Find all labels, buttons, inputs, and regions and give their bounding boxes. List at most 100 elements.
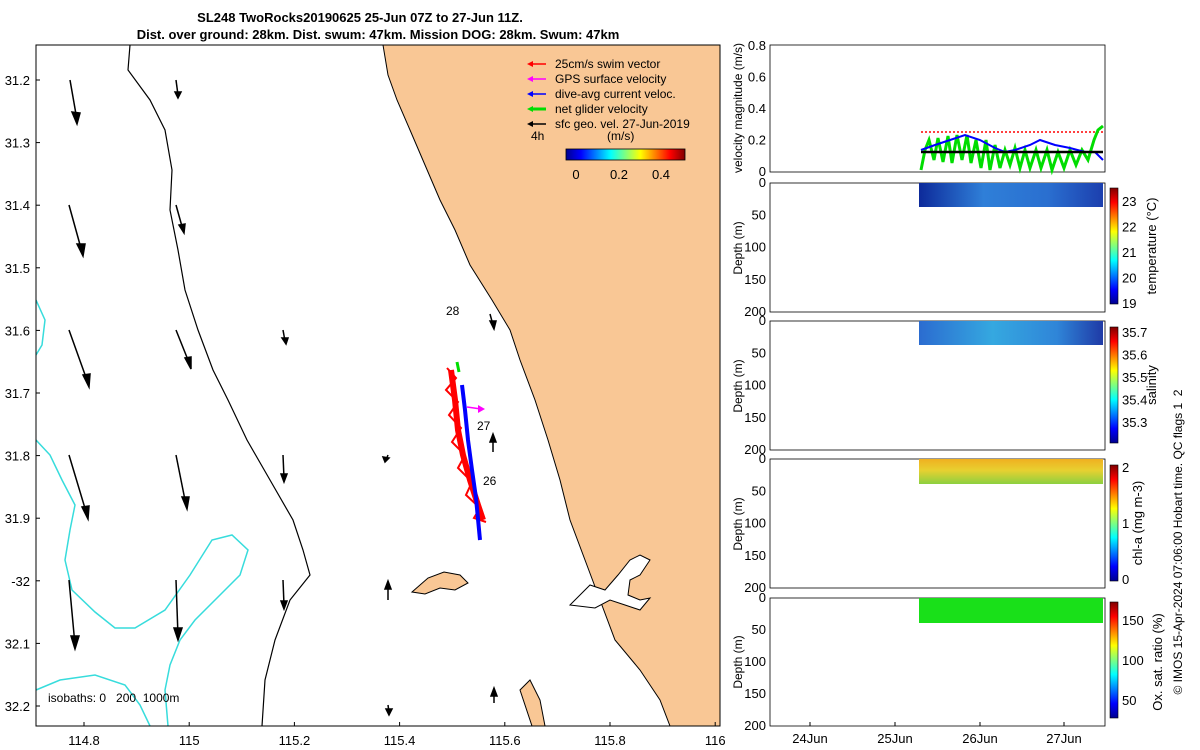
land-mass	[382, 45, 720, 726]
depth-tick: 0	[759, 175, 766, 190]
depth-tick: 50	[752, 345, 766, 360]
depth-tick: 100	[744, 516, 766, 531]
temperature-cblabel: temperature (°C)	[1144, 198, 1159, 295]
temperature-cbtick: 22	[1122, 220, 1136, 235]
temperature-ylabel: Depth (m)	[731, 221, 745, 274]
speed-colorbar-tick-0.4: 0.4	[652, 167, 670, 182]
depth-tick: 150	[744, 272, 766, 287]
salinity-cblabel: salinity	[1144, 365, 1159, 405]
current-speed-line	[920, 133, 1104, 161]
velocity-panel	[769, 44, 1106, 176]
depth-tick: 200	[744, 304, 766, 319]
lat-tick-label: 31.6	[5, 323, 30, 338]
oxygen-cbtick: 150	[1122, 613, 1144, 628]
glider-track	[444, 361, 487, 541]
depth-tick: 200	[744, 580, 766, 595]
title-line-2: Dist. over ground: 28km. Dist. swum: 47k…	[137, 27, 620, 42]
depth-tick: 150	[744, 410, 766, 425]
depth-tick: 150	[744, 686, 766, 701]
depth-tick: 200	[744, 442, 766, 457]
chla-section	[919, 459, 1103, 484]
map-axes: 31.2 31.3 31.4 31.5 31.6 31.7 31.8 31.9 -32 32.1 3…	[5, 73, 726, 748]
temperature-colorbar	[1109, 187, 1119, 305]
velocity-ylabel: velocity magnitude (m/s)	[731, 43, 745, 173]
depth-tick: 0	[759, 590, 766, 605]
isobath-1000-c	[36, 674, 151, 726]
time-tick-label: 27Jun	[1046, 731, 1081, 746]
lat-tick-label: 32.1	[5, 636, 30, 651]
temperature-cbtick: 20	[1122, 271, 1136, 286]
legend-swatch-head	[527, 61, 533, 67]
salinity-cbtick: 35.6	[1122, 348, 1147, 363]
time-tick-label: 24Jun	[792, 731, 827, 746]
temperature-cbtick: 23	[1122, 194, 1136, 209]
depth-tick: 50	[752, 622, 766, 637]
time-tick-label: 26Jun	[962, 731, 997, 746]
velocity-ytick: 0.6	[748, 70, 766, 85]
speed-colorbar-tick-0.2: 0.2	[610, 167, 628, 182]
chla-cbtick: 2	[1122, 460, 1129, 475]
salinity-cbtick: 35.3	[1122, 415, 1147, 430]
day-label-27: 27	[477, 419, 491, 433]
temperature-panel	[769, 182, 1119, 313]
salinity-cbtick: 35.7	[1122, 325, 1147, 340]
salinity-ylabel: Depth (m)	[731, 359, 745, 412]
velocity-ytick: 0.8	[748, 38, 766, 53]
net-speed-line	[919, 124, 1104, 176]
hours-label: 4h	[531, 129, 544, 143]
day-label-28: 28	[446, 304, 460, 318]
legend-label: dive-avg current veloc.	[555, 87, 676, 101]
velocity-ytick: 0.4	[748, 101, 766, 116]
lon-tick-label: 116	[705, 733, 726, 748]
legend-label: GPS surface velocity	[555, 72, 666, 86]
chla-cbtick: 1	[1122, 516, 1129, 531]
temperature-cbtick: 19	[1122, 296, 1136, 311]
speed-colorbar	[565, 148, 686, 161]
chla-panel	[769, 458, 1119, 589]
isobaths-label: isobaths: 0 200 1000m	[48, 691, 179, 705]
oxygen-panel	[769, 597, 1119, 727]
legend-label: sfc geo. vel. 27-Jun-2019	[555, 117, 690, 131]
title-line-1: SL248 TwoRocks20190625 25-Jun 07Z to 27-…	[197, 10, 523, 25]
lat-tick-label: 31.7	[5, 386, 30, 401]
lat-tick-label: 31.8	[5, 449, 30, 464]
current-vectors	[460, 384, 482, 541]
depth-tick: 150	[744, 548, 766, 563]
chla-ylabel: Depth (m)	[731, 497, 745, 550]
oxygen-ylabel: Depth (m)	[731, 635, 745, 688]
time-tick-label: 25Jun	[877, 731, 912, 746]
garden-island	[519, 679, 546, 726]
depth-tick: 50	[752, 483, 766, 498]
depth-tick: 0	[759, 313, 766, 328]
lon-tick-label: 115	[179, 733, 200, 748]
lon-tick-label: 115.4	[384, 733, 416, 748]
lat-tick-label: 32.2	[5, 699, 30, 714]
depth-tick: 50	[752, 207, 766, 222]
depth-tick: 0	[759, 451, 766, 466]
temperature-section	[919, 183, 1103, 207]
oxygen-cbtick: 100	[1122, 653, 1144, 668]
lat-tick-label: 31.4	[5, 198, 30, 213]
surface-geostrophic-vectors	[68, 79, 499, 717]
salinity-cbtick: 35.4	[1122, 393, 1147, 408]
legend-label: 25cm/s swim vector	[555, 57, 660, 71]
lon-tick-label: 115.6	[489, 733, 521, 748]
lon-tick-label: 115.8	[594, 733, 626, 748]
oxygen-cbtick: 50	[1122, 693, 1136, 708]
swan-estuary	[568, 554, 652, 611]
salinity-section	[919, 321, 1103, 345]
oxygen-colorbar	[1109, 601, 1119, 719]
lon-tick-label: 114.8	[68, 733, 100, 748]
credit-line: © IMOS 15-Apr-2024 07:06:00 Hobart time.…	[1171, 389, 1185, 694]
right-panel-axes: 00.20.40.60.8050100150200050100150200050…	[744, 38, 1147, 746]
isobath-1000-a	[36, 299, 46, 356]
net-velocity-vectors	[455, 361, 461, 373]
legend-swatch-head	[527, 106, 533, 112]
rottnest-island	[410, 571, 469, 595]
lon-tick-label: 115.2	[279, 733, 311, 748]
velocity-ytick: 0.2	[748, 133, 766, 148]
map-panel: 28 27 26 isobaths: 0 200 1000m 25cm/s sw…	[5, 44, 726, 748]
depth-tick: 100	[744, 378, 766, 393]
